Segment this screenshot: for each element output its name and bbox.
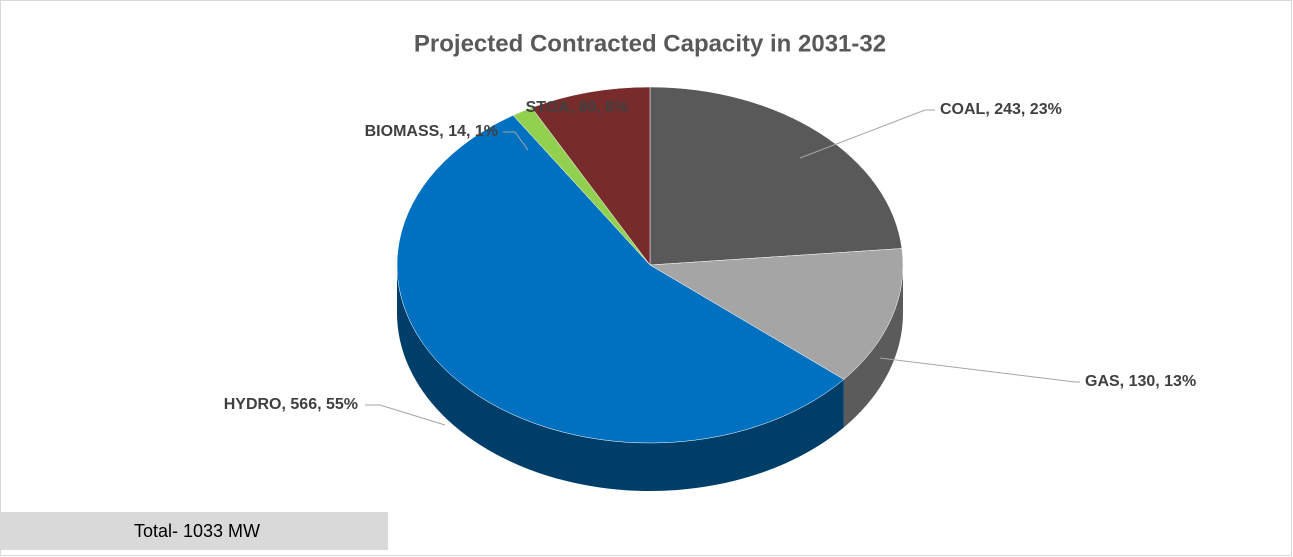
data-label: HYDRO, 566, 55% bbox=[224, 396, 358, 413]
leader-line bbox=[879, 357, 1080, 383]
leader-line bbox=[365, 404, 446, 426]
annotation: Total- 1033 MW bbox=[134, 521, 260, 541]
leader-line bbox=[799, 109, 935, 159]
data-label: GAS, 130, 13% bbox=[1085, 373, 1196, 390]
data-label: STOA, 80, 8% bbox=[526, 99, 629, 116]
annotation-box bbox=[0, 512, 388, 550]
slice bbox=[531, 86, 651, 266]
data-label: COAL, 243, 23% bbox=[940, 101, 1062, 118]
slice bbox=[649, 86, 903, 266]
chart-title: Projected Contracted Capacity in 2031-32 bbox=[414, 30, 886, 57]
slice-side bbox=[397, 265, 844, 491]
slice bbox=[649, 248, 904, 380]
slice-side bbox=[843, 265, 904, 428]
leader-line bbox=[503, 131, 529, 151]
slice bbox=[396, 115, 845, 444]
data-label: BIOMASS, 14, 1% bbox=[365, 123, 498, 140]
